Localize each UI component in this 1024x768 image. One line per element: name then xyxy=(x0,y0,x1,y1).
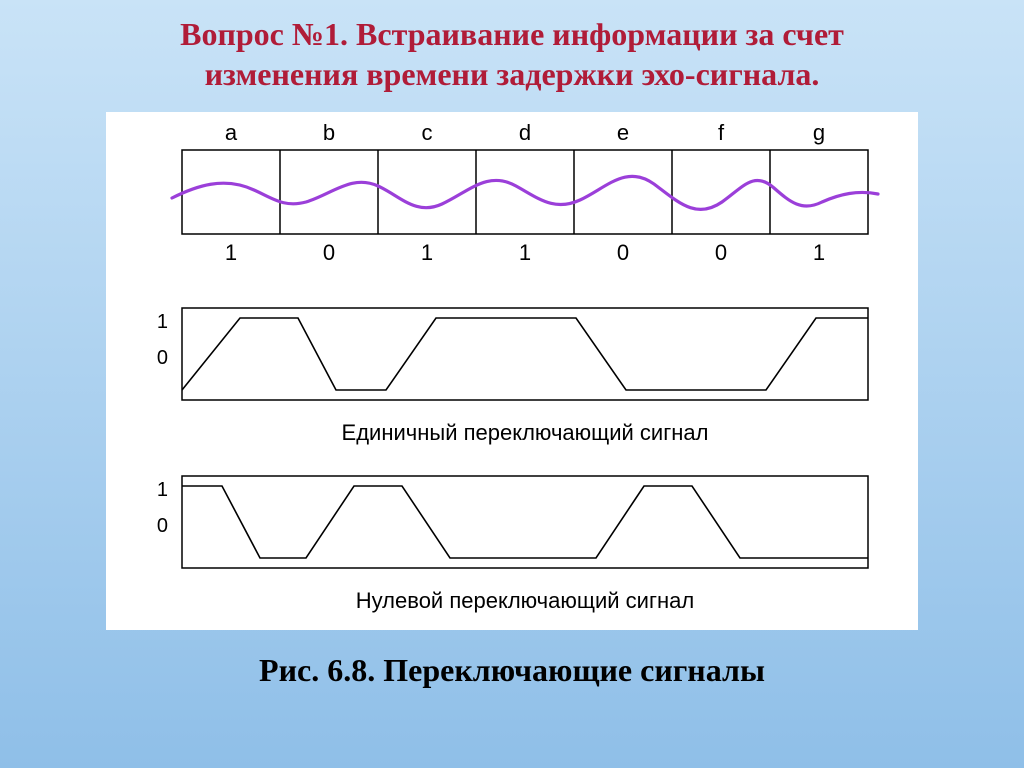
zero-switch-signal-box xyxy=(182,476,868,568)
unit-switch-signal-label: Единичный переключающий сигнал xyxy=(342,420,709,445)
segment-letter: c xyxy=(422,120,433,145)
unit-switch-signal-ylabel-high: 1 xyxy=(157,311,168,333)
segment-bit: 1 xyxy=(225,240,237,265)
slide: Вопрос №1. Встраивание информации за сче… xyxy=(0,0,1024,768)
figure-panel: a 1 b 0 c 1 d 1 e 0 f 0 g 1 1 0 Единичный переключающий … xyxy=(106,112,918,630)
segment-bit: 1 xyxy=(421,240,433,265)
segment-letter: d xyxy=(519,120,531,145)
slide-title: Вопрос №1. Встраивание информации за сче… xyxy=(0,0,1024,94)
unit-switch-signal-trace xyxy=(182,318,868,390)
segment-bit: 0 xyxy=(617,240,629,265)
zero-switch-signal-label: Нулевой переключающий сигнал xyxy=(356,588,694,613)
figure-caption: Рис. 6.8. Переключающие сигналы xyxy=(0,652,1024,689)
title-line-2: изменения времени задержки эхо-сигнала. xyxy=(0,54,1024,94)
zero-switch-signal-trace xyxy=(182,486,868,558)
segment-letter: f xyxy=(718,120,725,145)
unit-switch-signal-box xyxy=(182,308,868,400)
segment-bit: 0 xyxy=(715,240,727,265)
audio-wave xyxy=(172,176,878,209)
segment-letter: b xyxy=(323,120,335,145)
segment-letter: e xyxy=(617,120,629,145)
zero-switch-signal-ylabel-low: 0 xyxy=(157,515,168,537)
segment-bit: 1 xyxy=(519,240,531,265)
unit-switch-signal-ylabel-low: 0 xyxy=(157,347,168,369)
title-line-1: Вопрос №1. Встраивание информации за сче… xyxy=(0,14,1024,54)
zero-switch-signal-ylabel-high: 1 xyxy=(157,479,168,501)
segment-letter: g xyxy=(813,120,825,145)
segment-bit: 0 xyxy=(323,240,335,265)
segment-letter: a xyxy=(225,120,238,145)
signals-diagram: a 1 b 0 c 1 d 1 e 0 f 0 g 1 1 0 Единичный переключающий … xyxy=(106,112,918,630)
segment-bit: 1 xyxy=(813,240,825,265)
